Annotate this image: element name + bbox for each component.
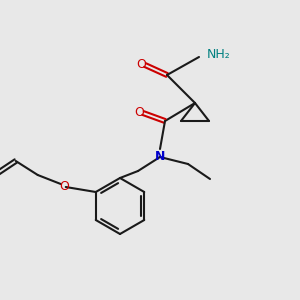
Text: O: O <box>134 106 144 119</box>
Text: N: N <box>155 150 165 163</box>
Text: O: O <box>136 58 146 71</box>
Text: O: O <box>59 179 69 193</box>
Text: NH₂: NH₂ <box>207 49 231 62</box>
